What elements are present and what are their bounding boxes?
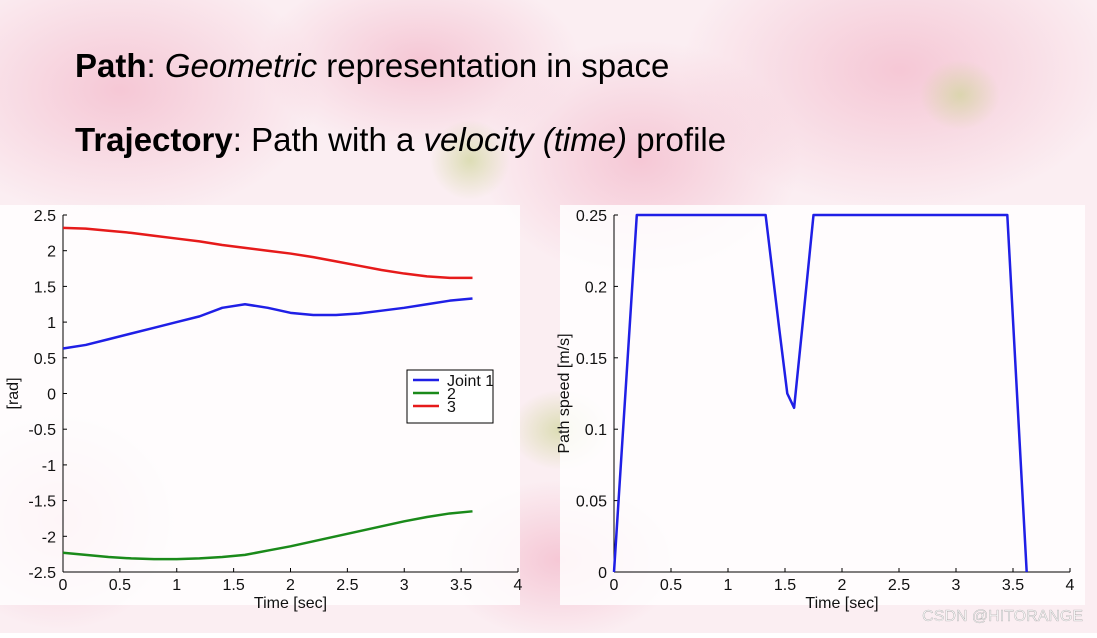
- heading-segment: : Path with a: [233, 121, 424, 158]
- chart-panel: [560, 205, 1085, 605]
- legend-label: 3: [447, 399, 456, 416]
- x-tick-label: 2.5: [336, 577, 358, 594]
- y-tick-label: 0.5: [34, 351, 56, 368]
- y-tick-label: 0: [47, 387, 56, 404]
- y-axis-label: Path speed [m/s]: [556, 333, 573, 453]
- y-tick-label: -0.5: [28, 422, 56, 439]
- x-tick-label: 3: [952, 577, 961, 594]
- y-tick-label: -1: [42, 458, 56, 475]
- y-tick-label: -1.5: [28, 494, 56, 511]
- y-tick-label: 0.1: [585, 422, 607, 439]
- heading-segment: representation in space: [317, 47, 669, 84]
- y-tick-label: -2: [42, 529, 56, 546]
- y-tick-label: 2: [47, 244, 56, 261]
- heading: Trajectory: Path with a velocity (time) …: [75, 121, 726, 158]
- x-tick-label: 3.5: [450, 577, 472, 594]
- heading-segment: Path: [75, 47, 147, 84]
- x-tick-label: 0.5: [109, 577, 131, 594]
- legend-label: 2: [447, 386, 456, 403]
- x-tick-label: 3.5: [1002, 577, 1024, 594]
- y-tick-label: -2.5: [28, 565, 56, 582]
- y-tick-label: 1: [47, 315, 56, 332]
- x-tick-label: 2: [838, 577, 847, 594]
- x-tick-label: 2.5: [888, 577, 910, 594]
- data-line: [62, 297, 473, 350]
- y-tick-label: 2.5: [34, 208, 56, 225]
- y-tick-label: 1.5: [34, 279, 56, 296]
- y-axis-label: [rad]: [5, 377, 22, 409]
- x-tick-label: 1.5: [223, 577, 245, 594]
- heading-segment: profile: [627, 121, 726, 158]
- legend-label: Joint 1: [447, 373, 494, 390]
- y-tick-label: 0.15: [576, 351, 607, 368]
- x-tick-label: 1: [172, 577, 181, 594]
- x-axis-label: Time [sec]: [805, 595, 878, 612]
- x-tick-label: 3: [400, 577, 409, 594]
- x-tick-label: 0.5: [660, 577, 682, 594]
- x-tick-label: 0: [610, 577, 619, 594]
- heading: Path: Geometric representation in space: [75, 47, 669, 84]
- x-axis-label: Time [sec]: [254, 595, 327, 612]
- heading-segment: Trajectory: [75, 121, 233, 158]
- y-tick-label: 0.05: [576, 494, 607, 511]
- x-tick-label: 2: [286, 577, 295, 594]
- data-line: [612, 213, 1028, 573]
- y-tick-label: 0.25: [576, 208, 607, 225]
- heading-segment: :: [147, 47, 165, 84]
- heading-segment: velocity (time): [424, 121, 628, 158]
- x-tick-label: 0: [59, 577, 68, 594]
- watermark: CSDN @HITORANGE: [922, 608, 1083, 625]
- heading-segment: Geometric: [165, 47, 318, 84]
- data-line: [62, 226, 473, 280]
- x-tick-label: 4: [1066, 577, 1075, 594]
- x-tick-label: 4: [514, 577, 523, 594]
- x-tick-label: 1.5: [774, 577, 796, 594]
- y-tick-label: 0.2: [585, 279, 607, 296]
- data-line: [62, 510, 473, 561]
- y-tick-label: 0: [598, 565, 607, 582]
- x-tick-label: 1: [724, 577, 733, 594]
